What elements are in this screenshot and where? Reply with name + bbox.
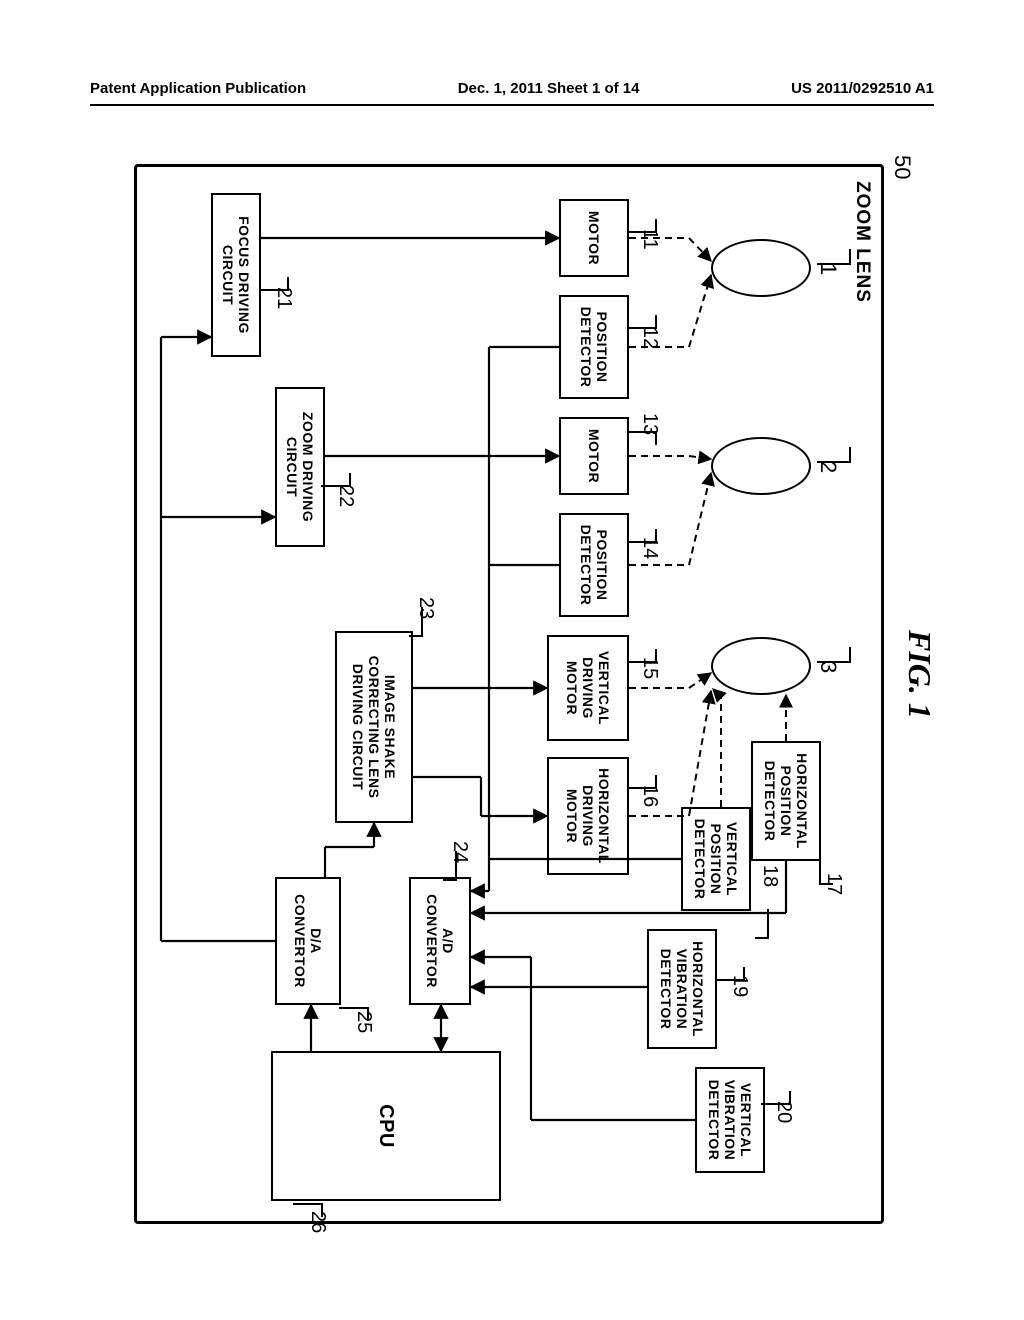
block-ad-convertor-24: A/DCONVERTOR — [409, 877, 471, 1005]
figure-label: FIG. 1 — [901, 630, 938, 719]
ref-14: 14 — [638, 537, 661, 559]
block-da-convertor-25: D/ACONVERTOR — [275, 877, 341, 1005]
ref-12: 12 — [638, 327, 661, 349]
ref-11: 11 — [638, 229, 661, 250]
ref-21: 21 — [272, 287, 295, 309]
ref-19: 19 — [728, 975, 751, 997]
block-vertical-position-detector-18: VERTICALPOSITIONDETECTOR — [681, 807, 751, 911]
block-vertical-vibration-detector-20: VERTICALVIBRATIONDETECTOR — [695, 1067, 765, 1173]
lens-3 — [711, 637, 811, 695]
lens-2 — [711, 437, 811, 495]
block-horizontal-driving-motor-16: HORIZONTALDRIVINGMOTOR — [547, 757, 629, 875]
ref-lens2: 2 — [815, 461, 841, 473]
block-position-detector-12: POSITIONDETECTOR — [559, 295, 629, 399]
ref-16: 16 — [638, 785, 661, 807]
zoom-lens-outer-box: 50 ZOOM LENS 1 2 3 MOTOR POSITIONDETECTO… — [134, 164, 884, 1224]
ref-17: 17 — [822, 873, 845, 895]
header-rule — [90, 104, 934, 106]
zoom-lens-title: ZOOM LENS — [851, 181, 873, 303]
ref-hook-18 — [755, 909, 769, 939]
header-right: US 2011/0292510 A1 — [791, 80, 934, 97]
block-vertical-driving-motor-15: VERTICALDRIVINGMOTOR — [547, 635, 629, 741]
page-header: Patent Application Publication Dec. 1, 2… — [90, 80, 934, 97]
ref-13: 13 — [638, 413, 661, 435]
block-horizontal-vibration-detector-19: HORIZONTALVIBRATIONDETECTOR — [647, 929, 717, 1049]
ref-23: 23 — [414, 597, 437, 619]
block-motor-13: MOTOR — [559, 417, 629, 495]
block-image-shake-correcting-lens-driving-circuit-23: IMAGE SHAKECORRECTING LENSDRIVING CIRCUI… — [335, 631, 413, 823]
block-zoom-driving-circuit-22: ZOOM DRIVINGCIRCUIT — [275, 387, 325, 547]
block-focus-driving-circuit-21: FOCUS DRIVINGCIRCUIT — [211, 193, 261, 357]
ref-lens1: 1 — [815, 263, 841, 275]
lens-1 — [711, 239, 811, 297]
block-cpu-26: CPU — [271, 1051, 501, 1201]
header-center: Dec. 1, 2011 Sheet 1 of 14 — [458, 80, 640, 97]
block-position-detector-14: POSITIONDETECTOR — [559, 513, 629, 617]
header-left: Patent Application Publication — [90, 80, 306, 97]
ref-50: 50 — [889, 155, 915, 179]
ref-25: 25 — [352, 1011, 375, 1033]
ref-lens3: 3 — [815, 661, 841, 673]
ref-22: 22 — [334, 485, 357, 507]
block-motor-11: MOTOR — [559, 199, 629, 277]
ref-26: 26 — [306, 1211, 329, 1233]
ref-24: 24 — [448, 841, 471, 863]
figure-rotated-container: FIG. 1 50 ZOOM LENS 1 2 3 MOTOR POSITION… — [90, 140, 930, 1240]
block-horizontal-position-detector-17: HORIZONTALPOSITIONDETECTOR — [751, 741, 821, 861]
ref-20: 20 — [772, 1101, 795, 1123]
ref-15: 15 — [638, 657, 661, 679]
ref-18: 18 — [758, 865, 781, 887]
